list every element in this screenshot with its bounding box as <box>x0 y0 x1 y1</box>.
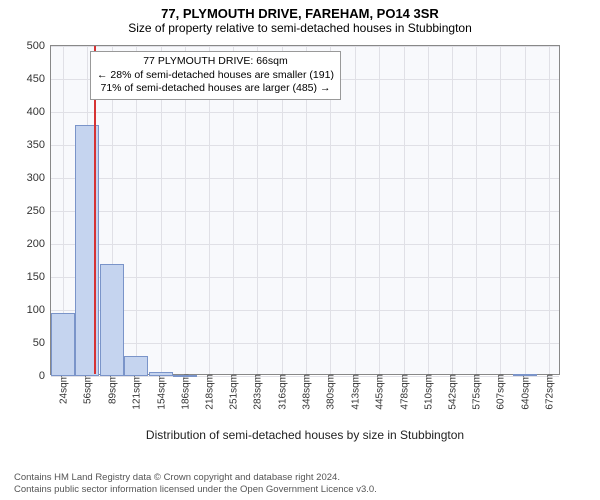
xtick-label: 542sqm <box>445 374 458 410</box>
gridline-h <box>51 310 559 311</box>
gridline-h <box>51 46 559 47</box>
gridline-v <box>549 46 550 374</box>
xtick-label: 24sqm <box>57 374 70 404</box>
histogram-bar <box>149 372 173 376</box>
gridline-h <box>51 343 559 344</box>
gridline-v <box>525 46 526 374</box>
xtick-label: 218sqm <box>202 374 215 410</box>
histogram-bar <box>513 374 537 376</box>
xtick-label: 121sqm <box>129 374 142 410</box>
xtick-label: 154sqm <box>154 374 167 410</box>
chart-subtitle: Size of property relative to semi-detach… <box>0 21 600 35</box>
gridline-h <box>51 244 559 245</box>
xtick-label: 380sqm <box>324 374 337 410</box>
gridline-v <box>355 46 356 374</box>
xtick-label: 283sqm <box>251 374 264 410</box>
gridline-h <box>51 145 559 146</box>
ytick-label: 100 <box>27 304 51 316</box>
xtick-label: 413sqm <box>348 374 361 410</box>
xtick-label: 56sqm <box>81 374 94 404</box>
xtick-label: 575sqm <box>470 374 483 410</box>
xtick-label: 445sqm <box>372 374 385 410</box>
xtick-label: 640sqm <box>519 374 532 410</box>
footer-attribution: Contains HM Land Registry data © Crown c… <box>14 472 592 496</box>
ytick-label: 350 <box>27 139 51 151</box>
gridline-v <box>476 46 477 374</box>
ytick-label: 200 <box>27 238 51 250</box>
gridline-v <box>404 46 405 374</box>
histogram-bar <box>51 313 75 376</box>
histogram-bar <box>173 375 197 377</box>
gridline-v <box>500 46 501 374</box>
xtick-label: 607sqm <box>494 374 507 410</box>
xtick-label: 251sqm <box>227 374 240 410</box>
histogram-bar <box>124 356 148 376</box>
chart-title: 77, PLYMOUTH DRIVE, FAREHAM, PO14 3SR <box>0 0 600 21</box>
gridline-h <box>51 112 559 113</box>
histogram-bar <box>100 264 124 376</box>
ytick-label: 400 <box>27 106 51 118</box>
ytick-label: 150 <box>27 271 51 283</box>
gridline-v <box>379 46 380 374</box>
gridline-h <box>51 277 559 278</box>
footer-line-1: Contains HM Land Registry data © Crown c… <box>14 472 592 484</box>
annotation-line-1: 77 PLYMOUTH DRIVE: 66sqm <box>97 55 334 69</box>
footer-line-2: Contains public sector information licen… <box>14 484 592 496</box>
ytick-label: 0 <box>39 370 51 382</box>
xtick-label: 186sqm <box>178 374 191 410</box>
ytick-label: 50 <box>33 337 51 349</box>
gridline-h <box>51 178 559 179</box>
ytick-label: 300 <box>27 172 51 184</box>
annotation-box: 77 PLYMOUTH DRIVE: 66sqm ← 28% of semi-d… <box>90 51 341 100</box>
xtick-label: 316sqm <box>276 374 289 410</box>
xtick-label: 89sqm <box>105 374 118 404</box>
gridline-v <box>452 46 453 374</box>
xtick-label: 478sqm <box>397 374 410 410</box>
chart-area: 05010015020025030035040045050024sqm56sqm… <box>50 45 585 425</box>
xtick-label: 348sqm <box>300 374 313 410</box>
x-axis-label: Distribution of semi-detached houses by … <box>50 428 560 442</box>
annotation-line-2: ← 28% of semi-detached houses are smalle… <box>97 69 334 83</box>
gridline-v <box>428 46 429 374</box>
ytick-label: 500 <box>27 40 51 52</box>
ytick-label: 450 <box>27 73 51 85</box>
xtick-label: 672sqm <box>543 374 556 410</box>
annotation-line-3: 71% of semi-detached houses are larger (… <box>97 82 334 96</box>
ytick-label: 250 <box>27 205 51 217</box>
xtick-label: 510sqm <box>421 374 434 410</box>
gridline-h <box>51 211 559 212</box>
